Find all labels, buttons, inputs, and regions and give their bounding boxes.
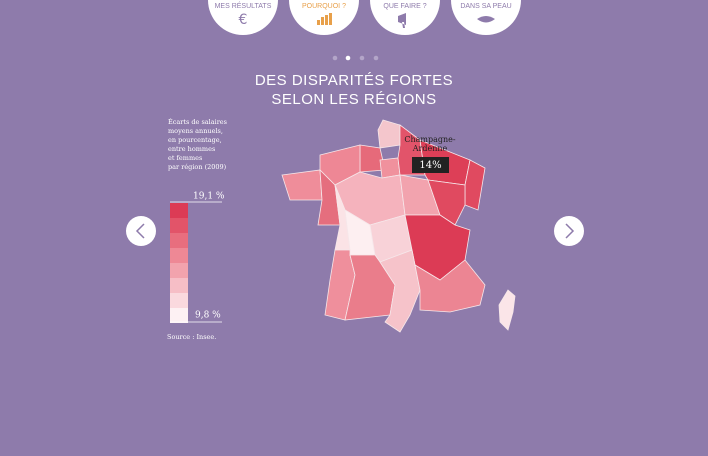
legend-swatch xyxy=(170,293,188,308)
legend-swatch xyxy=(170,233,188,248)
legend-swatch xyxy=(170,248,188,263)
prev-circle[interactable] xyxy=(126,216,156,246)
pager-dot[interactable] xyxy=(359,55,365,61)
pager-dot[interactable] xyxy=(373,55,379,61)
region[interactable] xyxy=(379,157,401,179)
region[interactable] xyxy=(427,179,466,226)
legend-text: en pourcentage, xyxy=(168,136,222,144)
pager-dot[interactable] xyxy=(345,55,351,61)
legend-text: Écarts de salaires xyxy=(168,117,227,126)
legend-text: et femmes xyxy=(168,154,202,162)
tooltip-value: 14% xyxy=(419,160,441,171)
nav: MES RÉSULTATS POURQUOI ? QUE FAIRE ? DAN… xyxy=(208,0,521,35)
source: Source : Insee. xyxy=(167,333,216,341)
region[interactable] xyxy=(377,119,401,149)
nav-label[interactable]: POURQUOI ? xyxy=(302,3,346,10)
legend-swatch xyxy=(170,203,188,218)
nav-label[interactable]: QUE FAIRE ? xyxy=(383,3,426,10)
nav-button[interactable] xyxy=(208,0,278,35)
legend-text: entre hommes xyxy=(168,145,215,153)
title: DES DISPARITÉS FORTES xyxy=(255,72,453,89)
nav-label[interactable]: DANS SA PEAU xyxy=(460,3,511,10)
legend-swatch xyxy=(170,278,188,293)
legend-swatch xyxy=(170,218,188,233)
legend-max: 19,1 % xyxy=(193,192,225,202)
legend-swatch xyxy=(170,263,188,278)
nav-icon: € xyxy=(239,12,248,28)
nav-icon xyxy=(317,13,332,25)
next-chevron xyxy=(565,223,575,239)
map xyxy=(281,119,516,333)
nav-icon xyxy=(477,16,495,23)
tooltip-region: Champagne- xyxy=(404,135,456,144)
tooltip: Champagne- Ardenne 14% xyxy=(404,135,456,173)
next-circle[interactable] xyxy=(554,216,584,246)
legend-text: moyens annuels, xyxy=(168,127,223,135)
legend-text: par région (2009) xyxy=(168,163,227,171)
nav-label[interactable]: MES RÉSULTATS xyxy=(215,1,272,10)
region[interactable] xyxy=(498,289,516,331)
tooltip-region: Ardenne xyxy=(412,144,448,153)
nav-icon xyxy=(398,13,406,28)
region[interactable] xyxy=(414,259,486,313)
pager-dot[interactable] xyxy=(332,55,338,61)
tooltip-box xyxy=(412,157,449,173)
next-button[interactable] xyxy=(554,216,584,246)
legend-swatch xyxy=(170,308,188,323)
legend: Écarts de salaires moyens annuels, en po… xyxy=(167,117,227,341)
title: SELON LES RÉGIONS xyxy=(271,91,436,108)
region[interactable] xyxy=(317,168,341,226)
region[interactable] xyxy=(464,159,486,211)
region[interactable] xyxy=(379,249,421,333)
legend-min: 9,8 % xyxy=(195,311,221,321)
pager xyxy=(332,55,379,61)
prev-button[interactable] xyxy=(126,216,156,246)
prev-chevron xyxy=(135,223,145,239)
